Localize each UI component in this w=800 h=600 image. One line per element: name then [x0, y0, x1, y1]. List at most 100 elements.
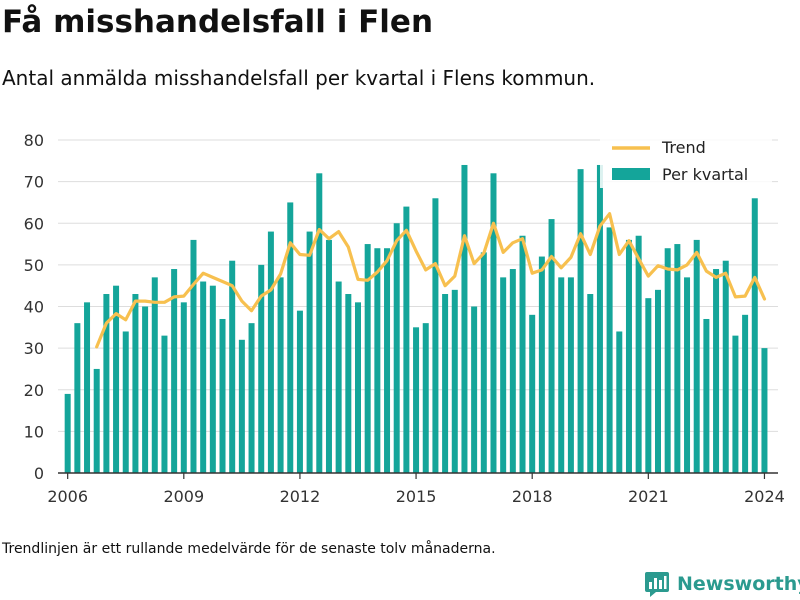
bar-per-kvartal — [277, 277, 284, 473]
legend-label-trend: Trend — [661, 138, 706, 157]
bar-per-kvartal — [693, 239, 700, 473]
bar-per-kvartal — [713, 269, 720, 473]
bar-per-kvartal — [355, 302, 361, 473]
bar-per-kvartal — [374, 248, 381, 473]
bar-per-kvartal — [74, 323, 81, 473]
bar-per-kvartal — [761, 348, 768, 473]
bar-per-kvartal — [93, 368, 100, 473]
bar-per-kvartal — [190, 239, 197, 473]
bar-per-kvartal — [422, 323, 429, 473]
bar-per-kvartal — [432, 198, 439, 473]
bar-per-kvartal — [113, 285, 120, 473]
bar-per-kvartal — [625, 239, 632, 473]
bars-per-kvartal — [64, 164, 768, 474]
bar-per-kvartal — [345, 294, 352, 473]
bar-per-kvartal — [209, 285, 216, 473]
trend-line-layer — [95, 212, 767, 349]
bar-per-kvartal — [287, 202, 294, 473]
legend-swatch-per-kvartal — [612, 168, 650, 180]
bar-per-kvartal — [722, 260, 729, 473]
bar-per-kvartal — [335, 281, 342, 473]
bar-per-kvartal — [306, 231, 313, 473]
bar-per-kvartal — [296, 310, 303, 473]
x-tick-label: 2018 — [512, 487, 553, 506]
bar-per-kvartal — [742, 314, 749, 473]
bar-per-kvartal — [384, 248, 391, 473]
x-tick-label: 2021 — [628, 487, 669, 506]
y-tick-label: 60 — [24, 214, 44, 233]
y-tick-label: 0 — [34, 464, 44, 483]
y-tick-label: 40 — [24, 298, 44, 317]
y-tick-label: 70 — [24, 173, 44, 192]
bar-per-kvartal — [64, 393, 71, 473]
newsworthy-logo-icon — [645, 572, 669, 597]
brand-name: Newsworthy — [677, 573, 800, 595]
bar-per-kvartal — [132, 294, 139, 473]
bar-per-kvartal — [471, 306, 478, 473]
trend-line — [95, 212, 767, 349]
bar-per-kvartal — [529, 314, 536, 473]
y-tick-label: 10 — [24, 422, 44, 441]
bar-per-kvartal — [258, 264, 265, 473]
bar-per-kvartal — [364, 244, 371, 473]
bar-per-kvartal — [567, 277, 574, 473]
bar-per-kvartal — [703, 318, 710, 473]
bar-per-kvartal — [161, 335, 168, 473]
page-subtitle: Antal anmälda misshandelsfall per kvarta… — [2, 66, 596, 90]
bar-per-kvartal — [674, 244, 681, 473]
x-tick-label: 2006 — [47, 487, 88, 506]
bar-per-kvartal — [238, 339, 245, 473]
bar-per-kvartal — [461, 164, 468, 473]
footnote: Trendlinjen är ett rullande medelvärde f… — [2, 541, 496, 557]
bar-per-kvartal — [325, 239, 332, 473]
y-tick-label: 20 — [24, 381, 44, 400]
bar-per-kvartal — [519, 235, 526, 473]
bar-per-kvartal — [587, 294, 594, 473]
bar-per-kvartal — [655, 289, 661, 473]
bar-per-kvartal — [548, 219, 555, 473]
bar-per-kvartal — [229, 260, 236, 473]
bar-per-kvartal — [413, 327, 420, 473]
bar-per-kvartal — [180, 302, 187, 473]
bar-per-kvartal — [538, 256, 545, 473]
x-tick-label: 2015 — [396, 487, 437, 506]
page-title: Få misshandelsfall i Flen — [2, 4, 434, 40]
y-tick-label: 50 — [24, 256, 44, 275]
bar-per-kvartal — [219, 318, 226, 473]
x-axis-ticks: 2006 2009 2012 2015 2018 2021 2024 — [47, 473, 785, 506]
x-tick-label: 2012 — [280, 487, 321, 506]
brand-logo[interactable]: Newsworthy — [644, 570, 800, 598]
bar-per-kvartal — [606, 227, 613, 473]
x-tick-label: 2009 — [163, 487, 204, 506]
bar-per-kvartal — [442, 294, 449, 473]
bar-per-kvartal — [558, 277, 565, 473]
bar-per-kvartal — [142, 306, 149, 473]
bar-per-kvartal — [500, 277, 507, 473]
legend: Trend Per kvartal — [600, 134, 772, 188]
bar-per-kvartal — [596, 164, 603, 473]
bar-per-kvartal — [684, 277, 691, 473]
bar-per-kvartal — [480, 252, 487, 473]
bar-per-kvartal — [645, 298, 652, 473]
bar-per-kvartal — [451, 289, 458, 473]
bar-per-kvartal — [732, 335, 739, 473]
bar-per-kvartal — [267, 231, 274, 473]
bar-per-kvartal — [84, 302, 91, 473]
bar-per-kvartal — [200, 281, 207, 473]
bar-per-kvartal — [171, 269, 178, 473]
bar-per-kvartal — [751, 198, 758, 473]
x-tick-label: 2024 — [744, 487, 785, 506]
bar-per-kvartal — [103, 294, 110, 473]
bar-per-kvartal — [393, 223, 400, 473]
bar-per-kvartal — [664, 248, 671, 473]
legend-label-per-kvartal: Per kvartal — [662, 165, 748, 184]
y-axis-ticks: 0 10 20 30 40 50 60 70 80 — [24, 131, 44, 483]
bar-per-kvartal — [248, 323, 255, 473]
bar-per-kvartal — [616, 331, 623, 473]
y-tick-label: 30 — [24, 339, 44, 358]
bar-per-kvartal — [151, 277, 158, 473]
bar-per-kvartal — [509, 269, 516, 473]
bar-per-kvartal — [490, 173, 497, 474]
bar-per-kvartal — [635, 235, 642, 473]
bar-per-kvartal — [316, 173, 323, 474]
